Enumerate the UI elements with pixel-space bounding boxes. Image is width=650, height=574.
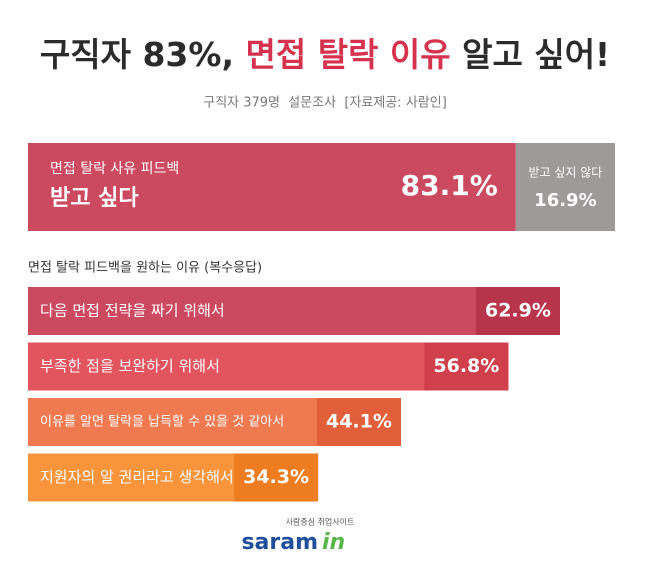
chart-subtitle: 면접 탈락 피드백을 원하는 이유 (복수응답) — [28, 261, 262, 276]
value-label: 34.3% — [243, 466, 309, 488]
value-label: 83.1% — [401, 169, 498, 202]
segment-label: 받고 싶지 않다 — [528, 166, 602, 180]
bar-label: 지원자의 알 권리라고 생각해서 — [40, 468, 234, 486]
bar-value-band — [424, 342, 509, 391]
bar-label: 부족한 점을 보완하기 위해서 — [40, 357, 220, 375]
value-label: 44.1% — [326, 411, 392, 433]
bar-label: 다음 면접 전략을 짜기 위해서 — [40, 302, 225, 320]
title-lead: 구직자 83%, — [40, 35, 234, 74]
split-segment — [28, 143, 516, 231]
title-tail: 알고 싶어! — [462, 35, 610, 74]
logo-name: saram — [241, 530, 318, 555]
value-label: 56.8% — [433, 355, 499, 377]
segment-label: 면접 탈락 사유 피드백 — [50, 161, 179, 177]
bar — [28, 287, 560, 335]
subtitle: 구직자 379명 설문조사 [자료제공: 사람인] — [203, 96, 447, 111]
bar-label: 이유를 알면 탈락을 납득할 수 있을 것 같아서 — [40, 415, 284, 430]
value-label: 62.9% — [485, 300, 551, 322]
bar-value-band — [234, 453, 319, 502]
logo-accent: in — [322, 530, 345, 555]
bar-value-band — [316, 398, 401, 446]
value-label: 16.9% — [534, 190, 596, 211]
logo-tagline: 사람중심 취업사이트 — [286, 517, 355, 527]
title: 구직자 83%, 면접 탈락 이유 알고 싶어! — [40, 35, 610, 74]
split-segment — [515, 143, 615, 231]
title-highlight: 면접 탈락 이유 — [245, 35, 450, 74]
segment-label: 받고 싶다 — [50, 186, 139, 211]
bar-value-band — [475, 287, 560, 335]
